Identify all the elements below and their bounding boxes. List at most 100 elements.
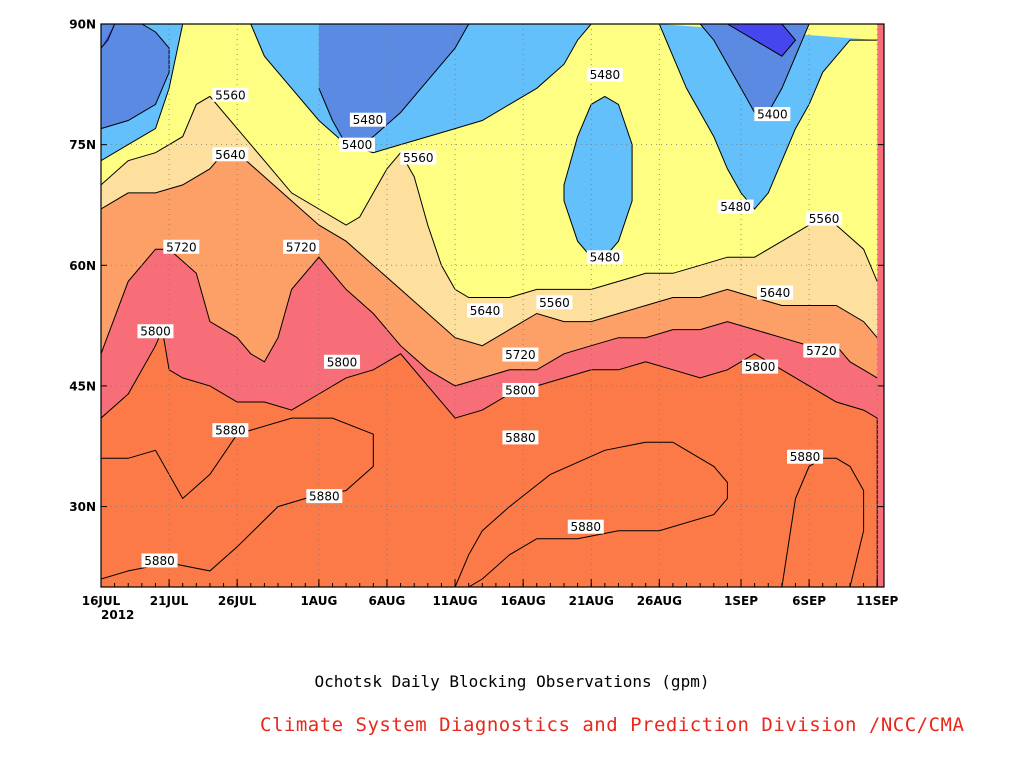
contour-label-bg [141,553,178,568]
contour-label-text: 5880 [215,424,246,438]
contour-label-5560-19: 5560 [536,295,573,310]
contour-label-text: 5720 [806,344,837,358]
x-tick-label: 1SEP [724,594,758,608]
contour-label-5720-10: 5720 [163,239,200,254]
contour-label-text: 5880 [144,554,175,568]
contour-label-bg [212,147,249,162]
contour-line-5320-15 [727,24,797,57]
contour-label-text: 5560 [539,296,570,310]
band-5400-region-0 [101,24,170,129]
contour-labels: 5880 5880 5880 5880 5880 5880 5800 5800 5800 5800… [137,67,843,568]
contour-label-text: 5480 [590,68,621,82]
contour-label-bg [742,359,779,374]
y-tick-label: 90N [69,18,96,32]
contour-label-text: 5640 [470,304,501,318]
x-tick-label: 21JUL [150,594,189,608]
contour-label-text: 5560 [809,212,840,226]
plot-frame [100,23,885,588]
contour-label-5640-14: 5640 [212,147,249,162]
contour-label-bg [502,430,539,445]
contour-label-text: 5560 [215,88,246,102]
contour-label-bg [717,199,754,214]
contour-label-text: 5400 [757,108,788,122]
contour-label-5560-18: 5560 [400,150,437,165]
y-tick-label: 75N [69,138,96,152]
contour-label-text: 5720 [166,240,197,254]
x-tick-label: 26AUG [637,594,682,608]
contour-label-bg [467,303,504,318]
x-tick-label: 6AUG [369,594,406,608]
contour-label-text: 5720 [505,348,536,362]
contour-label-text: 5800 [140,325,171,339]
contour-label-bg [349,112,386,127]
contour-label-text: 5880 [309,490,340,504]
contour-label-text: 5400 [342,138,373,152]
contour-label-bg [339,137,376,152]
axes: 16JUL 21JUL 26JUL 1AUG 6AUG 11AUG 16AUG 21AUG 26… [69,18,898,623]
contour-label-5720-12: 5720 [502,347,539,362]
contour-label-bg [212,423,249,438]
x-tick-label: 21AUG [569,594,614,608]
y-tick-label: 30N [69,500,96,514]
contour-label-5800-8: 5800 [502,382,539,397]
x-tick-label: 11AUG [432,594,477,608]
contour-label-text: 5560 [403,151,434,165]
contour-label-bg [754,107,791,122]
contour-chart: 5880 5880 5880 5880 5880 5880 5800 5800 5800 5800… [69,18,898,623]
contour-fills [101,24,884,587]
contour-label-5880-0: 5880 [141,553,178,568]
contour-label-5880-2: 5880 [306,489,343,504]
contour-line-5880-1 [454,441,728,587]
contour-label-5560-17: 5560 [212,87,249,102]
band-5800-0 [101,24,878,587]
contour-label-5400-25: 5400 [339,137,376,152]
contour-label-5880-4: 5880 [567,519,604,534]
contour-label-bg [806,211,843,226]
contour-label-5480-22: 5480 [586,250,623,265]
contour-line-5400-13 [699,24,810,113]
contour-label-5800-9: 5800 [742,359,779,374]
chart-title: Ochotsk Daily Blocking Observations (gpm… [314,672,710,691]
contour-label-bg [502,347,539,362]
contour-label-5480-23: 5480 [586,67,623,82]
contour-label-5400-26: 5400 [754,107,791,122]
contour-label-text: 5800 [505,383,536,397]
x-tick-label: 16JUL [82,594,121,608]
y-tick-label: 45N [69,379,96,393]
band-5320-region-0 [101,24,115,49]
contour-label-text: 5800 [745,360,776,374]
contour-label-bg [137,324,174,339]
contour-line-5320-14 [101,24,116,49]
contour-label-text: 5800 [327,355,358,369]
contour-label-bg [586,250,623,265]
x-tick-label: 16AUG [501,594,546,608]
contour-label-bg [212,87,249,102]
contour-label-text: 5880 [571,520,602,534]
contour-label-text: 5640 [215,148,246,162]
contour-line-5880-2 [781,457,865,587]
contour-label-bg [306,489,343,504]
contour-label-bg [502,382,539,397]
x-tick-label: 26JUL [218,594,257,608]
contour-label-text: 5480 [590,251,621,265]
contour-label-text: 5480 [353,113,384,127]
contour-label-5800-7: 5800 [324,354,361,369]
contour-label-5560-20: 5560 [806,211,843,226]
contour-label-5880-1: 5880 [212,423,249,438]
contour-label-bg [567,519,604,534]
contour-line-5400-11 [101,24,170,130]
x-year-label: 2012 [101,608,134,622]
contour-label-bg [536,295,573,310]
contour-label-text: 5880 [505,431,536,445]
contour-label-5720-13: 5720 [803,343,840,358]
x-tick-label: 11SEP [856,594,899,608]
contour-label-5480-21: 5480 [349,112,386,127]
contour-label-text: 5720 [286,240,317,254]
contour-label-5640-16: 5640 [757,285,794,300]
contour-label-5880-3: 5880 [502,430,539,445]
contour-label-5720-11: 5720 [283,239,320,254]
contour-line-5880-0 [101,417,374,580]
contour-label-bg [803,343,840,358]
x-tick-label: 1AUG [300,594,337,608]
contour-label-bg [787,449,824,464]
